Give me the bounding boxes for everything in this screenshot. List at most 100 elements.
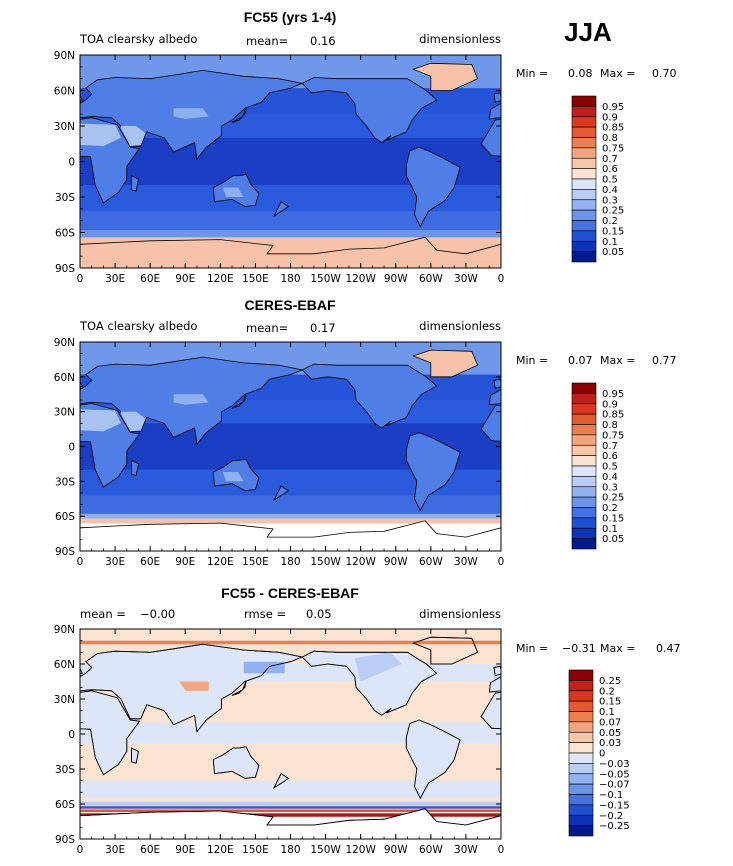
australia-landmass (212, 746, 260, 779)
panel-obs-title: CERES-EBAF (244, 297, 335, 313)
colorbar-swatch (568, 711, 594, 723)
x-tick-label: 0 (77, 273, 84, 285)
x-tick-label: 60E (140, 844, 160, 856)
panel-diff-rmse-label: rmse = (244, 607, 286, 621)
colorbar-swatch (571, 476, 597, 488)
nz-landmass (273, 485, 289, 501)
sea-ice-edge-1 (80, 513, 501, 519)
colorbar-label: 0.7 (602, 441, 618, 452)
colorbar-swatch (571, 538, 597, 550)
colorbar-label: 0.9 (602, 399, 618, 410)
colorbar-label: 0.4 (602, 185, 618, 196)
colorbar-swatch (571, 496, 597, 508)
colorbar-label: −0.1 (599, 790, 623, 801)
colorbar-label: 0.8 (602, 420, 618, 431)
colorbar-swatch (568, 700, 594, 712)
x-tick-label: 90W (384, 844, 408, 856)
x-tick-label: 30E (105, 844, 125, 856)
colorbar-label: 0.25 (599, 676, 621, 687)
panel-model-variable: TOA clearsky albedo (79, 32, 197, 46)
samerica-landmass (405, 719, 461, 800)
greenland-landmass (412, 349, 479, 378)
x-tick-label: 30W (454, 556, 478, 568)
colorbar-swatch (571, 455, 597, 467)
x-tick-label: 90W (384, 273, 408, 285)
y-tick-label: 30N (54, 407, 75, 419)
southern-ocean-band (80, 211, 501, 231)
colorbar-label: 0.07 (599, 717, 621, 728)
panel-diff-min-label: Min = (516, 642, 548, 655)
uk-landmass (80, 380, 83, 388)
x-tick-label: 90E (175, 844, 195, 856)
colorbar-label: 0.8 (602, 133, 618, 144)
japan-landmass (231, 108, 247, 123)
gobi-region (173, 394, 209, 405)
y-tick-label: 60N (54, 372, 75, 384)
x-tick-label: 150E (242, 273, 269, 285)
panel-model-title: FC55 (yrs 1-4) (244, 9, 337, 25)
colorbar-swatch (571, 434, 597, 446)
panel-model-axes: 0 30E 60E 90E 120E 150E 180 150W 120W 90W 60W 30W 09… (54, 50, 505, 285)
colorbar-label: 0.15 (602, 226, 624, 237)
panel-model-min-value: 0.08 (568, 67, 593, 80)
y-tick-label: 90S (55, 834, 75, 846)
x-tick-label: 60W (419, 844, 443, 856)
panel-model: FC55 (yrs 1-4) TOA clearsky albedo mean=… (54, 9, 677, 285)
panel-obs-max-value: 0.77 (652, 354, 677, 367)
colorbar-label: 0.05 (602, 534, 624, 545)
colorbar-swatch (568, 721, 594, 733)
panel-diff-max-label: Max = (600, 642, 635, 655)
sea-ice-band-3 (80, 808, 501, 810)
x-tick-label: 60E (140, 273, 160, 285)
namerica-landmass (301, 363, 438, 429)
sea-ice-band-4 (80, 809, 501, 813)
colorbar-label: 0.2 (602, 503, 618, 514)
y-tick-label: 90S (55, 263, 75, 275)
x-tick-label: 90E (175, 273, 195, 285)
panel-model-units: dimensionless (419, 32, 501, 46)
colorbar-label: 0.85 (602, 410, 624, 421)
y-tick-label: 30S (55, 764, 75, 776)
colorbar-swatch (571, 403, 597, 415)
colorbar-swatch (568, 742, 594, 754)
colorbar-swatch (568, 669, 594, 681)
y-tick-label: 30N (54, 121, 75, 133)
y-tick-label: 0 (68, 442, 75, 454)
x-tick-label: 30W (454, 273, 478, 285)
namerica-landmass (301, 77, 438, 144)
asia-positive-region (179, 681, 209, 691)
panel-model-colorbar: 0.950.90.850.80.750.70.60.50.40.30.250.2… (571, 95, 624, 263)
colorbar-swatch (571, 168, 597, 180)
colorbar-swatch (571, 230, 597, 242)
colorbar-label: 0.25 (602, 206, 624, 217)
panel-obs-min-label: Min = (516, 354, 548, 367)
southern-ocean-band (80, 780, 501, 799)
colorbar-swatch (568, 773, 594, 785)
colorbar-swatch (571, 382, 597, 394)
y-tick-label: 30S (55, 476, 75, 488)
samerica-landmass (405, 146, 461, 228)
australia-desert-region (222, 472, 244, 482)
colorbar-label: 0.75 (602, 430, 624, 441)
colorbar-label: 0.1 (602, 524, 618, 535)
colorbar-swatch (571, 189, 597, 201)
colorbar-label: 0.3 (602, 195, 618, 206)
colorbar-label: 0.15 (599, 697, 621, 708)
x-tick-label: 60W (419, 273, 443, 285)
colorbar-swatch (568, 680, 594, 692)
madagascar-landmass (131, 747, 139, 764)
colorbar-swatch (571, 465, 597, 477)
colorbar-swatch (571, 147, 597, 159)
sea-ice-edge-2 (80, 518, 501, 524)
colorbar-label: 0.7 (602, 154, 618, 165)
y-tick-label: 60N (54, 659, 75, 671)
eurasia-landmass-wrap (488, 676, 501, 693)
panel-diff-rmse-value: 0.05 (306, 607, 332, 621)
gobi-region (173, 108, 209, 119)
sea-ice-band-1 (80, 801, 501, 807)
siberia-negative-region (243, 661, 285, 674)
colorbar-swatch (571, 507, 597, 519)
colorbar-swatch (571, 157, 597, 169)
panel-diff-mean-value: −0.00 (140, 607, 175, 621)
colorbar-label: 0.2 (602, 216, 618, 227)
